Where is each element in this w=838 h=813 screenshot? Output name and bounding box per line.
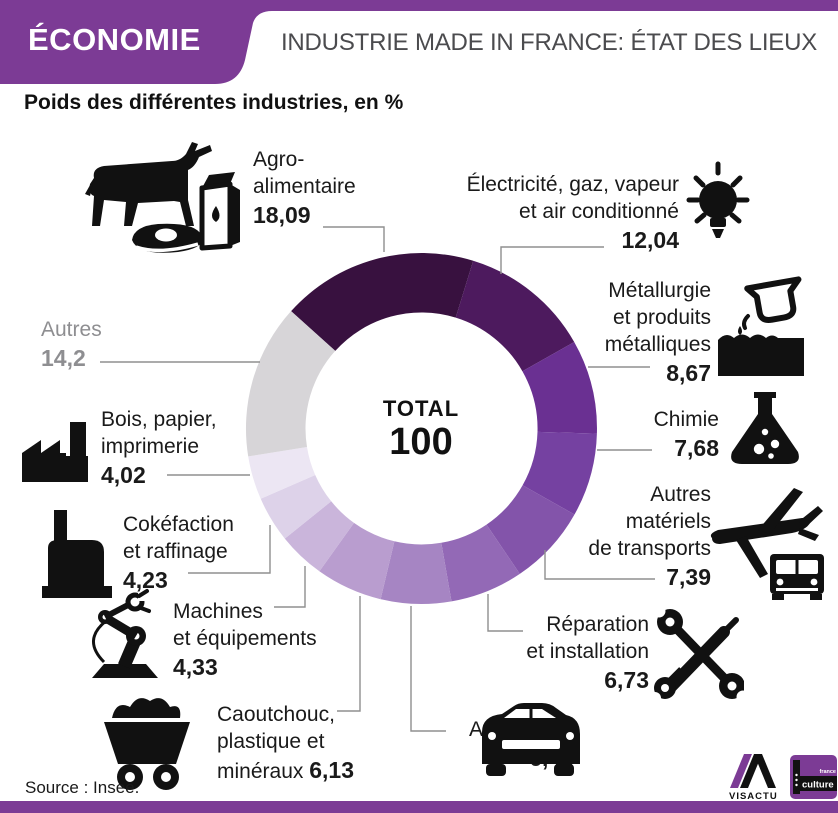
value-autres: 14,2 [41,345,86,371]
label-bois: Bois, papier, imprimerie 4,02 [101,408,217,488]
label-chimie: Chimie 7,68 [653,408,719,461]
label-metallurgie: Métallurgie et produits métalliques 8,67 [604,279,711,386]
donut-segment-machines-equipements [284,501,354,572]
donut-segment-agro-alimentaire [291,253,474,351]
label-machines: Machines et équipements 4,33 [173,600,317,680]
donut-segment-autres-materiels-transports [486,485,575,574]
value-transports: 7,39 [666,564,711,590]
foundry-icon [718,276,804,376]
value-bois: 4,02 [101,462,146,488]
leader-reparation [487,594,523,632]
donut-segment-cokefaction-raffinage [260,475,332,539]
leader-caoutchouc [337,596,361,712]
value-caoutchouc: 6,13 [309,757,354,783]
leader-automobile [410,606,446,732]
label-agro-alimentaire: Agro- alimentaire 18,09 [253,148,356,228]
france-culture-logo: france culture [790,755,837,799]
bottom-accent-bar [0,801,838,813]
page-title: INDUSTRIE MADE IN FRANCE: ÉTAT DES LIEUX [280,29,818,56]
leader-lines [100,226,655,732]
cow-milk-meat-icon [85,142,240,253]
leader-machines [274,566,306,608]
donut-segments [245,253,597,605]
donut-segment-caoutchouc-plastique-mineraux [319,522,395,600]
france-label: france [819,769,836,775]
visactu-logo: VISACTU [729,754,778,802]
visactu-wordmark: VISACTU [729,791,778,802]
donut-segment-autres [245,311,336,457]
header-band [0,0,838,84]
value-chimie: 7,68 [674,435,719,461]
value-metallurgie: 8,67 [666,360,711,386]
value-reparation: 6,73 [604,667,649,693]
donut-segment-automobile [380,541,452,605]
donut-center-total: TOTAL 100 [321,396,521,462]
chart-title: Poids des différentes industries, en % [24,91,404,114]
donut-segment-chimie [522,431,597,515]
leader-electricite [500,246,604,274]
lightbulb-icon [686,161,750,238]
total-value: 100 [389,421,453,463]
value-agro-alimentaire: 18,09 [253,202,311,228]
label-autres: Autres 14,2 [41,318,102,371]
minecart-icon [104,698,190,790]
plane-truck-icon [710,488,824,600]
label-cokefaction: Cokéfaction et raffinage 4,23 [123,513,234,593]
culture-label: culture [802,780,834,791]
donut-segment-electricite-gaz [455,260,575,372]
total-label: TOTAL [382,396,460,421]
leader-cokefaction [188,525,271,574]
car-icon [482,703,580,776]
donut-segment-reparation-installation [441,524,520,602]
label-transports: Autres matériels de transports 7,39 [588,483,711,590]
label-reparation: Réparation et installation 6,73 [526,613,649,693]
flask-icon [731,392,799,464]
value-electricite: 12,04 [621,227,679,253]
robot-arm-icon [92,589,158,678]
category-label: ÉCONOMIE [28,22,201,57]
source-note: Source : Insee. [25,778,140,797]
label-electricite: Électricité, gaz, vapeur et air conditio… [466,173,679,253]
value-cokefaction: 4,23 [123,567,168,593]
tools-icon [649,604,744,704]
label-caoutchouc: Caoutchouc, plastique et minéraux 6,13 [217,703,354,783]
donut-segment-metallurgie [522,342,597,434]
value-machines: 4,33 [173,654,218,680]
leader-agro-alimentaire [323,226,385,252]
leader-transports [544,550,655,580]
refinery-icon [42,510,112,598]
donut-segment-bois-papier-imprimerie [248,447,316,499]
factory-icon [22,422,88,482]
